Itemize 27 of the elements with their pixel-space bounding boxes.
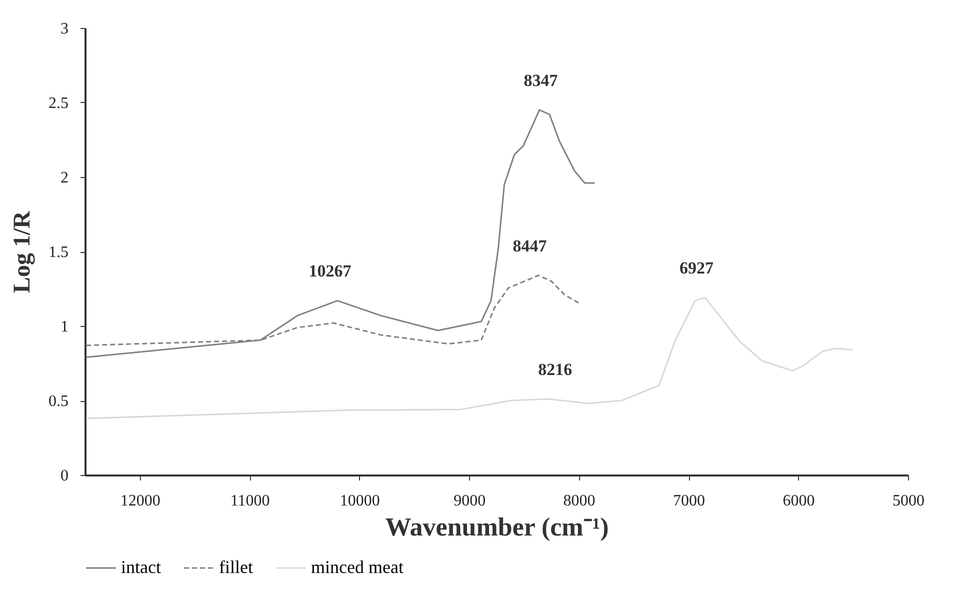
x-tick-label: 12000 xyxy=(120,492,160,510)
line-series xyxy=(85,109,596,358)
x-tick-label: 6000 xyxy=(782,492,815,510)
x-tick-label: 9000 xyxy=(454,492,486,510)
annotation: 8347 xyxy=(524,70,558,90)
line-series xyxy=(85,296,854,420)
annotation: 6927 xyxy=(680,258,714,278)
annotation: 8216 xyxy=(538,360,572,380)
y-tick-label: 0.5 xyxy=(48,393,68,410)
x-tick-label: 10000 xyxy=(340,492,380,510)
y-tick-label: 3 xyxy=(60,20,68,38)
legend-label: minced meat xyxy=(311,557,404,577)
y-tick-label: 1 xyxy=(60,318,68,336)
legend-label: intact xyxy=(121,557,161,577)
x-axis-title: Wavenumber (cm⁻¹) xyxy=(385,512,609,542)
y-tick-label: 1.5 xyxy=(48,244,68,261)
x-tick-label: 5000 xyxy=(892,492,924,510)
x-tick-label: 11000 xyxy=(230,492,270,510)
y-tick-label: 2 xyxy=(60,170,68,186)
x-tick-label: 8000 xyxy=(563,492,596,510)
annotation: 10267 xyxy=(308,262,352,281)
y-tick-label: 2.5 xyxy=(48,95,68,112)
annotation: 8447 xyxy=(512,236,548,256)
x-tick-label: 7000 xyxy=(673,492,706,510)
y-tick-label: 0 xyxy=(60,468,68,484)
legend-label: fillet xyxy=(219,557,253,577)
y-axis-title: Log 1/R xyxy=(10,210,36,294)
